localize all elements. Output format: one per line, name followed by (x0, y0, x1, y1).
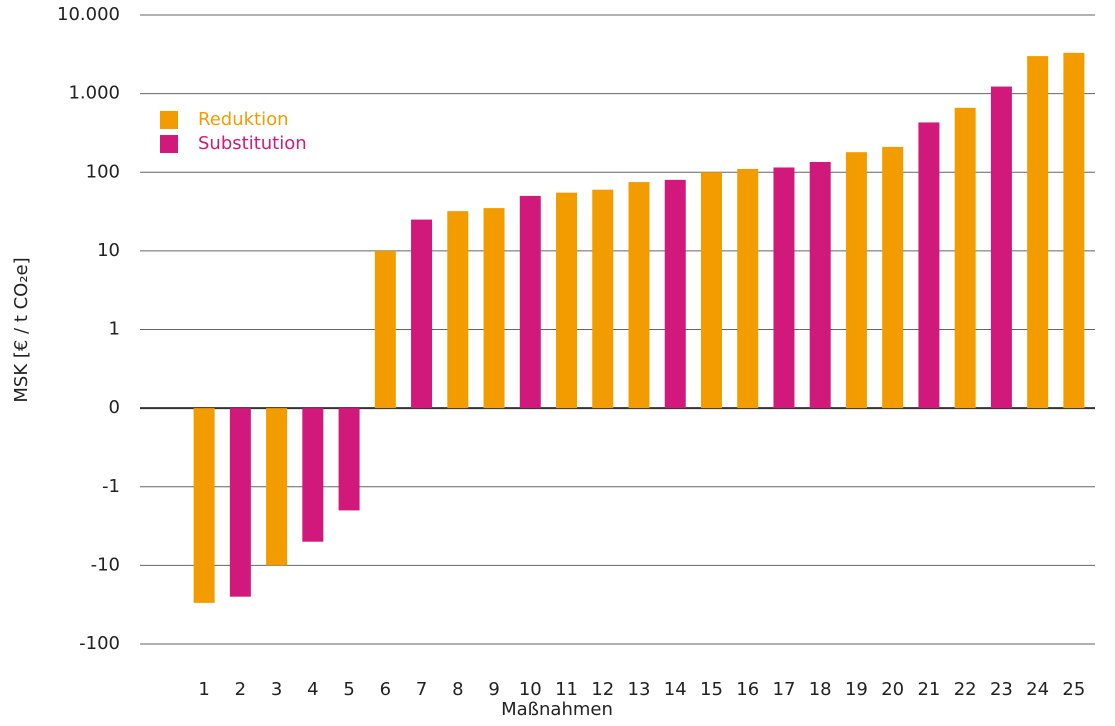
x-tick-label: 14 (664, 679, 687, 700)
bar (411, 219, 433, 409)
bar (374, 250, 396, 409)
x-tick-label: 20 (881, 679, 904, 700)
x-tick-label: 12 (591, 679, 614, 700)
y-tick-label: 100 (86, 161, 120, 182)
bar (664, 179, 686, 409)
x-tick-label: 17 (773, 679, 796, 700)
x-tick-label: 15 (700, 679, 723, 700)
x-tick-label: 1 (198, 679, 209, 700)
y-tick-label: 10.000 (57, 4, 120, 25)
x-tick-label: 23 (990, 679, 1013, 700)
x-tick-label: 19 (845, 679, 868, 700)
bar (845, 152, 867, 409)
legend-label: Reduktion (198, 109, 289, 130)
bar (628, 182, 650, 409)
x-tick-label: 3 (271, 679, 282, 700)
x-tick-label: 5 (343, 679, 354, 700)
bar (1027, 56, 1049, 409)
x-tick-label: 6 (380, 679, 391, 700)
y-tick-label: 1.000 (68, 83, 120, 104)
x-tick-label: 21 (917, 679, 940, 700)
bar (954, 107, 976, 409)
bar (592, 189, 614, 409)
bar (737, 168, 759, 409)
x-tick-label: 24 (1026, 679, 1049, 700)
y-tick-label: 1 (109, 319, 120, 340)
y-axis-title: MSK [€ / t CO₂e] (11, 257, 32, 402)
y-tick-label: -10 (91, 554, 120, 575)
x-tick-label: 7 (416, 679, 427, 700)
bar (193, 408, 215, 603)
x-tick-label: 10 (519, 679, 542, 700)
bar (773, 167, 795, 409)
bar (556, 192, 578, 409)
bar (519, 195, 541, 409)
y-tick-label: -100 (79, 633, 120, 654)
x-tick-label: 9 (488, 679, 499, 700)
bar (1063, 52, 1085, 409)
x-tick-label: 25 (1062, 679, 1085, 700)
bar (990, 86, 1012, 409)
x-tick-label: 8 (452, 679, 463, 700)
bar (483, 208, 505, 409)
bar (447, 211, 469, 409)
x-tick-label: 2 (235, 679, 246, 700)
bar (338, 408, 360, 511)
y-tick-label: 0 (109, 397, 120, 418)
bar (302, 408, 324, 542)
bar (266, 408, 288, 566)
bar (809, 162, 831, 409)
legend-label: Substitution (198, 133, 307, 154)
bar (918, 122, 940, 409)
x-axis-title: Maßnahmen (501, 699, 613, 720)
legend-swatch (160, 135, 178, 153)
x-tick-label: 11 (555, 679, 578, 700)
y-tick-label: -1 (102, 476, 120, 497)
x-tick-label: 13 (628, 679, 651, 700)
legend-swatch (160, 111, 178, 129)
bar (700, 172, 722, 409)
x-tick-label: 4 (307, 679, 318, 700)
x-tick-label: 18 (809, 679, 832, 700)
y-tick-label: 10 (97, 240, 120, 261)
x-tick-label: 16 (736, 679, 759, 700)
bar (229, 408, 251, 597)
bar (882, 146, 904, 409)
x-tick-label: 22 (954, 679, 977, 700)
